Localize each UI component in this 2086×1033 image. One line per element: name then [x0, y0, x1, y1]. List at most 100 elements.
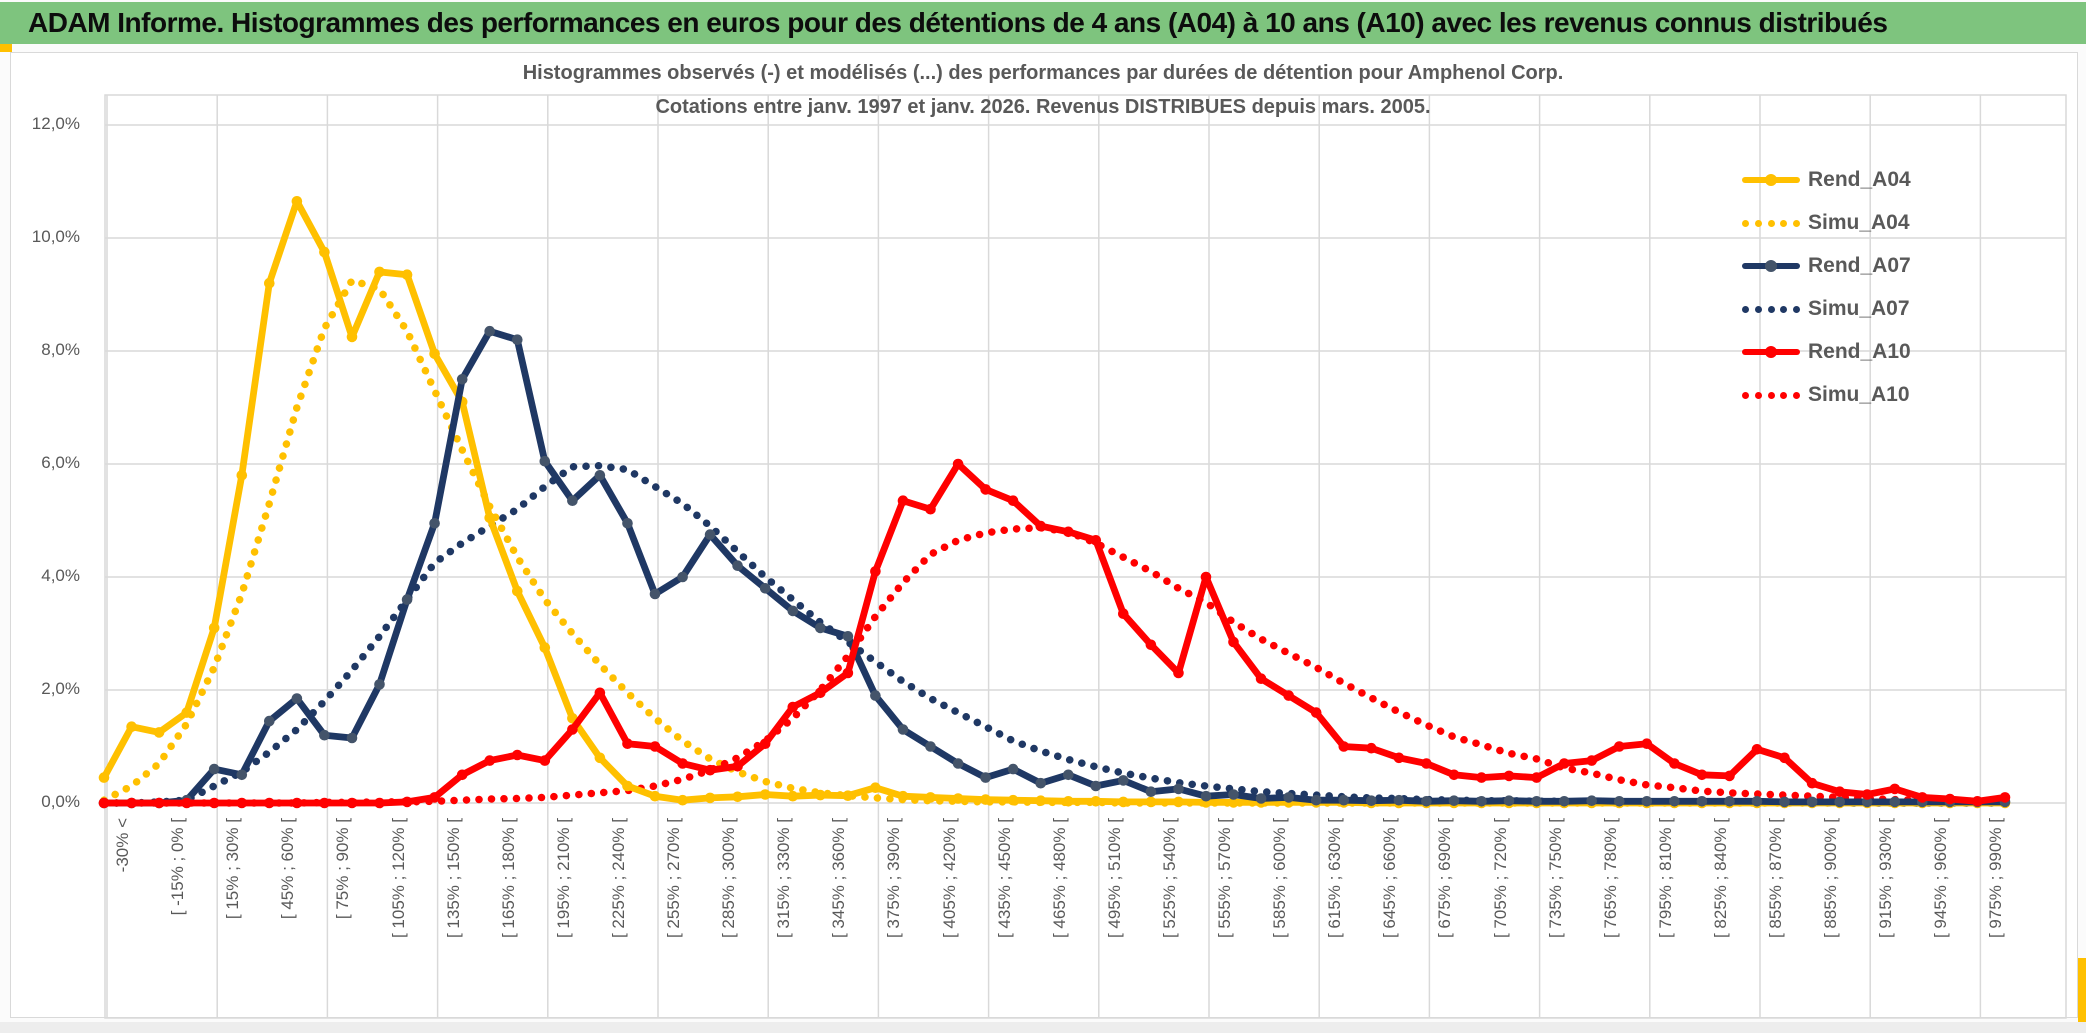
y-axis-label: 12,0% [31, 114, 80, 133]
marker-Rend_A10 [1200, 571, 1212, 583]
bottom-band [0, 1022, 2086, 1033]
marker-Rend_A07 [374, 679, 385, 690]
marker-Rend_A10 [1751, 744, 1763, 755]
report-header-bar: ADAM Informe. Histogrammes des performan… [0, 2, 2086, 44]
marker-Rend_A07 [346, 732, 358, 744]
x-axis-label: [ 555% ; 570% [ [1215, 818, 1234, 939]
marker-Rend_A10 [1503, 770, 1515, 782]
marker-Rend_A10 [704, 764, 716, 776]
marker-Rend_A07 [980, 772, 991, 783]
dotted-line-swatch-icon [1742, 303, 1800, 315]
legend-label: Simu_A10 [1808, 382, 1910, 406]
marker-Rend_A10 [1338, 741, 1350, 752]
marker-Rend_A10 [264, 797, 275, 809]
marker-Rend_A10 [1999, 792, 2011, 803]
x-axis-label: [ 225% ; 240% [ [608, 818, 628, 939]
legend-label: Rend_A04 [1808, 167, 1911, 191]
x-axis-label: [ 405% ; 420% [ [939, 818, 959, 939]
gold-accent-left [0, 44, 12, 52]
marker-Rend_A07 [815, 622, 826, 634]
x-axis-label: [ 945% ; 960% [ [1931, 818, 1951, 939]
marker-Rend_A10 [980, 484, 991, 495]
marker-Rend_A10 [1007, 495, 1019, 507]
marker-Rend_A10 [759, 738, 771, 749]
x-axis-label: [ 105% ; 120% [ [388, 818, 408, 939]
marker-Rend_A10 [291, 797, 303, 809]
marker-Rend_A07 [677, 571, 688, 583]
marker-Rend_A07 [291, 693, 303, 704]
marker-Rend_A07 [787, 605, 799, 617]
dotted-line-swatch-icon [1742, 389, 1800, 401]
marker-Rend_A10 [1889, 783, 1901, 795]
marker-Rend_A07 [1751, 796, 1763, 807]
x-axis-label: [ 765% ; 780% [ [1600, 818, 1620, 939]
x-axis-label: [ 615% ; 630% [ [1325, 818, 1345, 939]
marker-Rend_A04 [319, 246, 330, 258]
x-axis-label: [ 915% ; 930% [ [1876, 818, 1896, 939]
marker-Rend_A07 [539, 455, 551, 467]
marker-Rend_A07 [484, 325, 496, 337]
y-axis-label: 2,0% [41, 679, 80, 698]
marker-Rend_A04 [759, 789, 771, 800]
marker-Rend_A07 [1614, 796, 1625, 807]
marker-Rend_A10 [1118, 608, 1129, 619]
series-Rend_A07 [100, 327, 2009, 807]
marker-Rend_A07 [1503, 795, 1515, 806]
marker-Rend_A10 [346, 797, 358, 809]
x-axis-label: [ 285% ; 300% [ [719, 818, 739, 939]
x-axis-label: [ 435% ; 450% [ [994, 818, 1014, 939]
marker-Rend_A07 [1145, 786, 1157, 797]
marker-Rend_A04 [842, 790, 854, 801]
x-axis-label: [ -15% ; 0% [ [168, 818, 188, 916]
series-Rend_A10 [100, 460, 2009, 807]
marker-Rend_A07 [1228, 789, 1239, 800]
x-axis-label: [ 45% ; 60% [ [278, 818, 298, 920]
marker-Rend_A10 [1944, 793, 1956, 805]
marker-Rend_A10 [1310, 707, 1322, 718]
marker-Rend_A04 [208, 622, 220, 634]
marker-Rend_A07 [1586, 795, 1597, 806]
marker-Rend_A07 [1834, 796, 1845, 808]
marker-Rend_A04 [429, 348, 440, 360]
y-axis-label: 4,0% [41, 566, 80, 585]
marker-Rend_A07 [1255, 793, 1267, 804]
marker-Rend_A10 [208, 797, 220, 809]
marker-Rend_A07 [1669, 796, 1680, 807]
solid-line-swatch-icon [1742, 173, 1800, 186]
marker-Rend_A10 [1641, 738, 1653, 749]
marker-Rend_A07 [622, 518, 633, 529]
gold-accent-right [2078, 958, 2086, 1033]
marker-Rend_A07 [1200, 790, 1212, 802]
marker-Rend_A04 [1035, 795, 1046, 806]
legend-item-Simu_A04: Simu_A04 [1742, 201, 1911, 244]
series-Rend_A04 [100, 197, 2009, 807]
marker-Rend_A07 [759, 583, 771, 594]
marker-Rend_A10 [815, 687, 826, 699]
legend-label: Simu_A04 [1808, 210, 1910, 234]
x-axis-label: [ 165% ; 180% [ [498, 818, 518, 939]
marker-Rend_A10 [1448, 769, 1460, 781]
marker-Rend_A07 [1641, 796, 1653, 807]
marker-Rend_A10 [126, 797, 137, 809]
marker-Rend_A10 [567, 724, 578, 735]
legend-item-Simu_A10: Simu_A10 [1742, 373, 1911, 416]
marker-Rend_A07 [1476, 796, 1487, 807]
marker-Rend_A04 [677, 794, 688, 806]
y-axis-label: 10,0% [31, 227, 80, 246]
marker-Rend_A10 [1255, 673, 1267, 684]
marker-Rend_A10 [594, 687, 606, 699]
marker-Rend_A10 [732, 761, 743, 772]
marker-Rend_A07 [732, 560, 743, 571]
marker-Rend_A07 [208, 763, 220, 775]
marker-Rend_A07 [704, 529, 716, 540]
marker-Rend_A07 [264, 715, 275, 727]
legend-item-Rend_A07: Rend_A07 [1742, 244, 1911, 287]
marker-Rend_A04 [346, 331, 358, 343]
marker-Rend_A04 [1007, 794, 1019, 806]
marker-Rend_A04 [870, 782, 881, 793]
x-axis-label: [ 525% ; 540% [ [1159, 818, 1179, 939]
marker-Rend_A07 [512, 334, 523, 346]
marker-Rend_A04 [236, 470, 248, 481]
x-axis-label: [ 795% ; 810% [ [1655, 818, 1675, 939]
